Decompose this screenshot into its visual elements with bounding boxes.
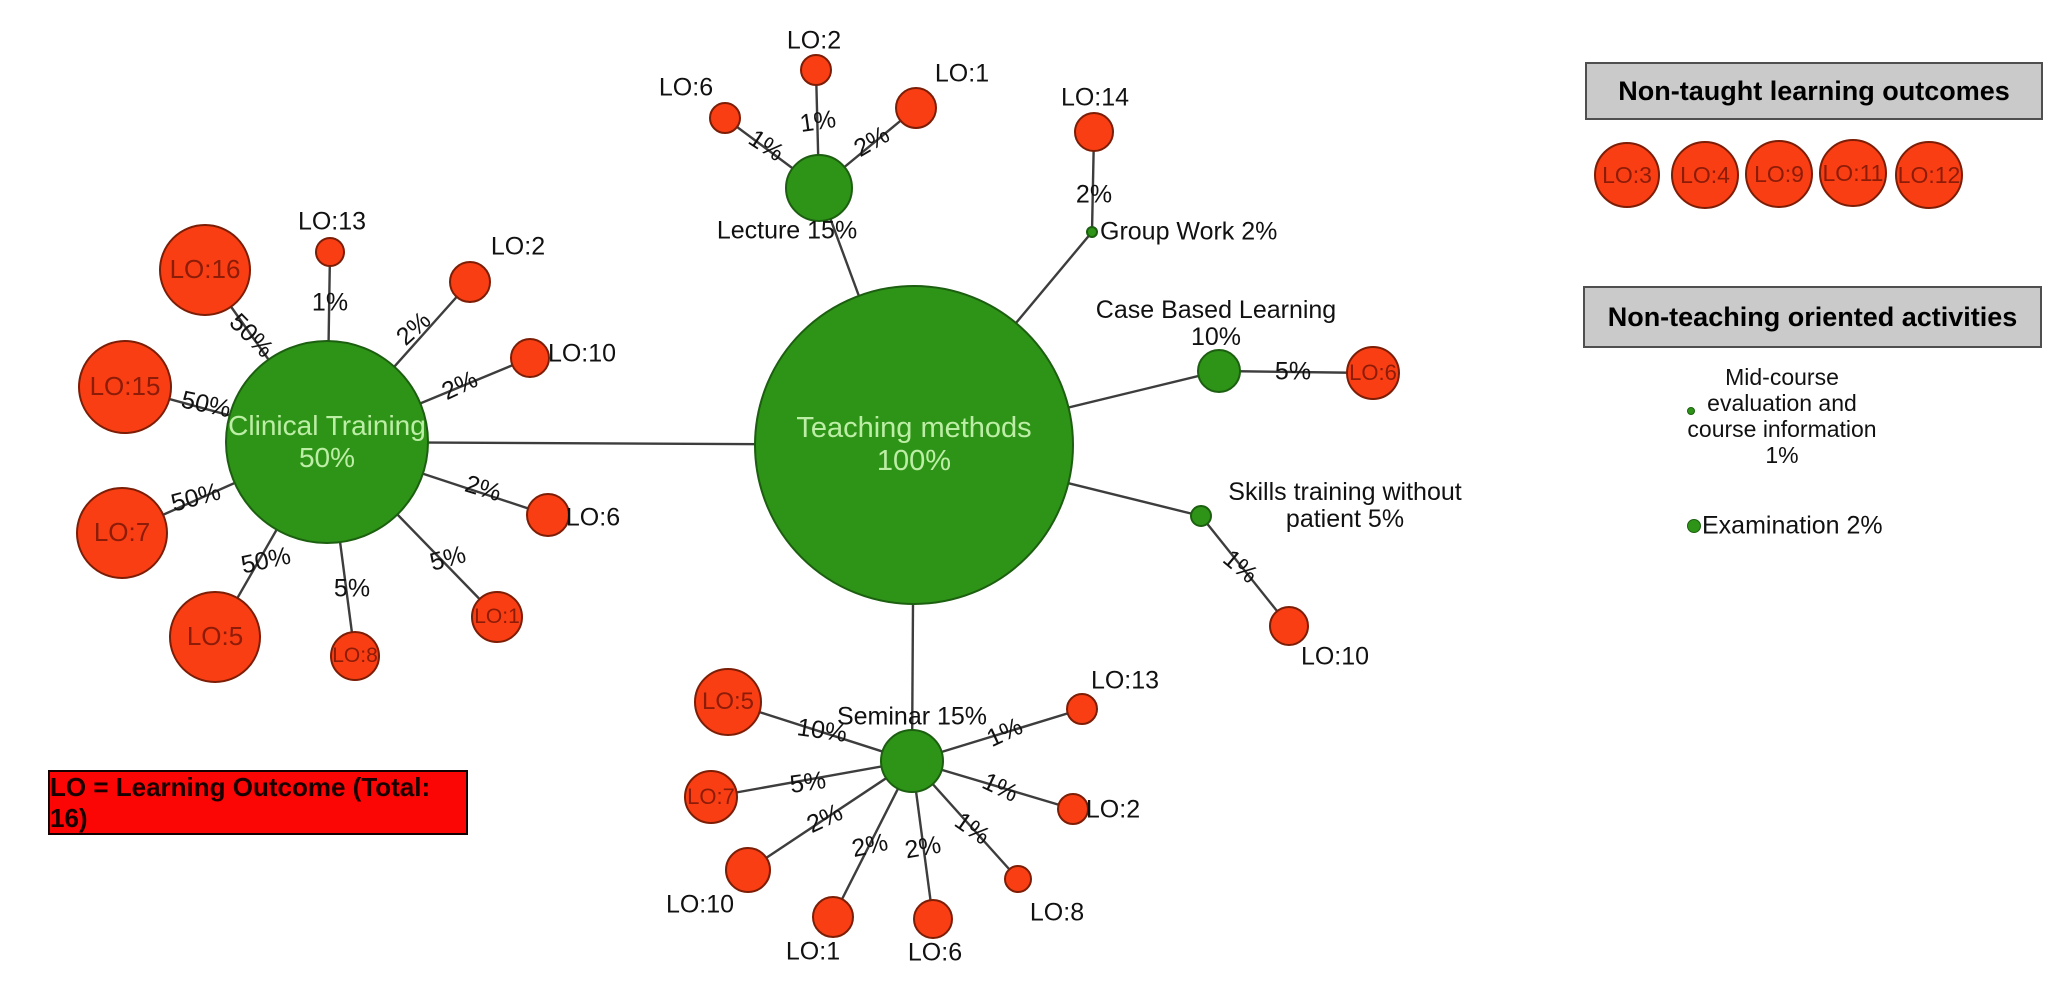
node-cbl_lo6: LO:6 [1346, 346, 1400, 400]
node-sem_lo10 [725, 847, 771, 893]
node-sem_lo8 [1004, 865, 1032, 893]
node-sem_lo13 [1066, 693, 1098, 725]
midcourse-evaluation-label: Mid-course evaluation and course informa… [1687, 364, 1877, 468]
node-sem_lo1 [812, 896, 854, 938]
non-taught-outcomes-title: Non-taught learning outcomes [1618, 75, 2010, 106]
node-cl_lo13 [315, 237, 345, 267]
node-nt_lo4: LO:4 [1671, 141, 1739, 209]
midcourse-dot-icon [1687, 407, 1695, 415]
node-cl_lo1: LO:1 [471, 591, 523, 643]
label-lo14: LO:14 [1060, 83, 1130, 112]
label-lec_lo1: LO:1 [934, 59, 990, 88]
non-teaching-activities-header: Non-teaching oriented activities [1583, 286, 2042, 348]
label-cbl: Case Based Learning 10% [1095, 296, 1337, 351]
label-cl_lo6: LO:6 [565, 503, 621, 532]
node-clinical: Clinical Training 50% [225, 340, 429, 544]
node-lec_lo1 [895, 87, 937, 129]
label-cl_lo13: LO:13 [297, 207, 367, 236]
node-nt_lo11: LO:11 [1819, 139, 1887, 207]
edge-label-clinical-cl_lo8: 5% [333, 574, 371, 603]
edge-label-groupwork-lo14: 2% [1075, 180, 1113, 209]
node-cl_lo15: LO:15 [78, 340, 172, 434]
node-teaching: Teaching methods 100% [754, 285, 1074, 605]
node-lec_lo2 [800, 54, 832, 86]
node-cl_lo6 [526, 493, 570, 537]
node-cl_lo7: LO:7 [76, 487, 168, 579]
edge-label-clinical-cl_lo13: 1% [311, 288, 349, 317]
label-groupwork: Group Work 2% [1100, 217, 1278, 246]
label-sem_lo2: LO:2 [1085, 795, 1141, 824]
node-cl_lo16: LO:16 [159, 224, 251, 316]
node-cl_lo5: LO:5 [169, 591, 261, 683]
edge-label-cbl-cbl_lo6: 5% [1274, 357, 1312, 386]
node-skills [1190, 505, 1212, 527]
legend-text: LO = Learning Outcome (Total: 16) [50, 771, 431, 833]
label-cl_lo10: LO:10 [547, 339, 617, 368]
edge-seminar-sem_lo7 [710, 759, 913, 799]
label-lec_lo6: LO:6 [658, 73, 714, 102]
edge-label-seminar-sem_lo6: 2% [902, 830, 944, 865]
label-sem_lo13: LO:13 [1090, 666, 1160, 695]
node-cl_lo8: LO:8 [330, 631, 380, 681]
node-seminar [880, 729, 944, 793]
node-lo14 [1074, 112, 1114, 152]
edge-label-seminar-sem_lo7: 5% [788, 766, 828, 799]
node-sk_lo10 [1269, 606, 1309, 646]
node-sem_lo6 [913, 899, 953, 939]
node-nt_lo9: LO:9 [1745, 140, 1813, 208]
examination-label: Examination 2% [1702, 511, 1883, 540]
non-teaching-activities-title: Non-teaching oriented activities [1607, 301, 2018, 332]
label-cl_lo2: LO:2 [490, 232, 546, 261]
non-taught-outcomes-header: Non-taught learning outcomes [1585, 62, 2043, 120]
node-lecture [785, 154, 853, 222]
label-lecture: Lecture 15% [716, 216, 858, 245]
label-lec_lo2: LO:2 [786, 26, 842, 55]
node-cl_lo2 [449, 261, 491, 303]
node-sem_lo7: LO:7 [684, 770, 738, 824]
node-sem_lo5: LO:5 [694, 668, 762, 736]
label-sem_lo10: LO:10 [665, 890, 735, 919]
edge-skills-sk_lo10 [1200, 515, 1290, 627]
node-cbl [1197, 349, 1241, 393]
label-sem_lo8: LO:8 [1029, 898, 1085, 927]
legend-box: LO = Learning Outcome (Total: 16) [48, 770, 468, 835]
label-skills: Skills training without patient 5% [1228, 478, 1462, 533]
node-nt_lo12: LO:12 [1895, 141, 1963, 209]
examination-dot-icon [1687, 519, 1701, 533]
node-cl_lo10 [510, 338, 550, 378]
node-groupwork [1086, 226, 1098, 238]
node-lec_lo6 [709, 102, 741, 134]
label-sem_lo6: LO:6 [907, 938, 963, 967]
node-nt_lo3: LO:3 [1594, 142, 1660, 208]
label-sk_lo10: LO:10 [1300, 642, 1370, 671]
edge-label-lecture-lec_lo2: 1% [798, 105, 838, 138]
label-seminar: Seminar 15% [836, 702, 988, 731]
label-sem_lo1: LO:1 [785, 937, 841, 966]
node-sem_lo2 [1057, 793, 1089, 825]
